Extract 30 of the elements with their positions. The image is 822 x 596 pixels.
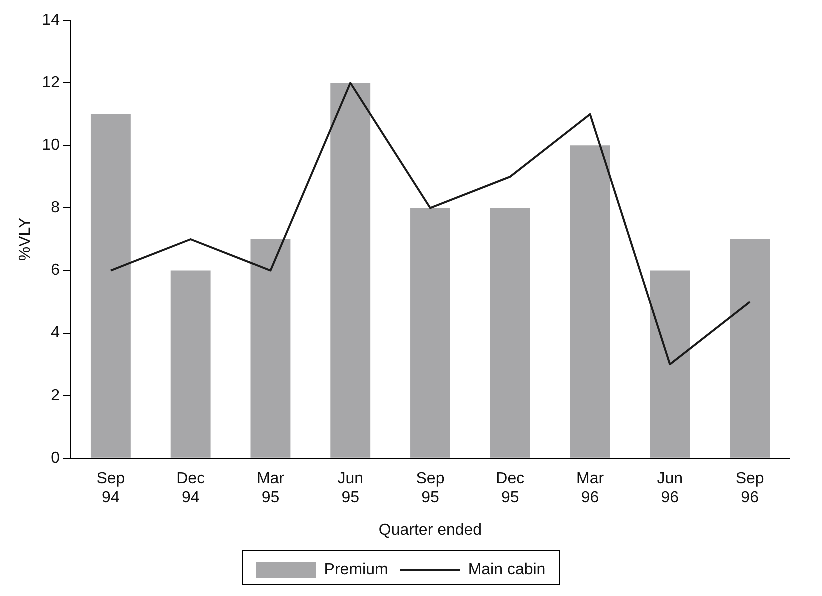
y-tick-label: 14 <box>42 12 60 30</box>
x-tick-label: Jun 96 <box>657 470 684 507</box>
bar <box>570 146 610 458</box>
bar <box>410 208 450 458</box>
bar <box>650 270 690 458</box>
y-tick-label: 4 <box>51 324 60 342</box>
x-tick-label: Mar 95 <box>256 470 286 507</box>
x-tick-label: Sep 95 <box>416 470 445 507</box>
x-tick-label: Dec 95 <box>496 470 525 507</box>
bar <box>170 270 211 458</box>
y-tick-label: 10 <box>42 137 60 154</box>
y-tick-label: 8 <box>51 200 60 217</box>
y-tick-label: 6 <box>51 262 60 280</box>
x-tick-label: Sep 96 <box>736 470 764 507</box>
y-tick-label: 0 <box>51 450 60 467</box>
bar <box>490 208 530 458</box>
x-tick-label: Mar 96 <box>576 470 605 507</box>
bar <box>730 240 770 458</box>
x-tick-label: Sep 94 <box>96 470 126 507</box>
y-tick-label: 2 <box>51 387 60 404</box>
bar <box>90 114 131 458</box>
x-tick-label: Jun 95 <box>338 470 364 507</box>
bar <box>330 83 371 458</box>
y-axis-title: %VLY <box>17 218 34 262</box>
legend-label: Premium <box>324 561 388 578</box>
bar <box>250 240 291 458</box>
legend-label: Main cabin <box>468 561 546 578</box>
x-tick-label: Dec 94 <box>176 470 206 507</box>
y-tick-label: 12 <box>42 74 60 92</box>
x-axis-title: Quarter ended <box>378 522 482 539</box>
